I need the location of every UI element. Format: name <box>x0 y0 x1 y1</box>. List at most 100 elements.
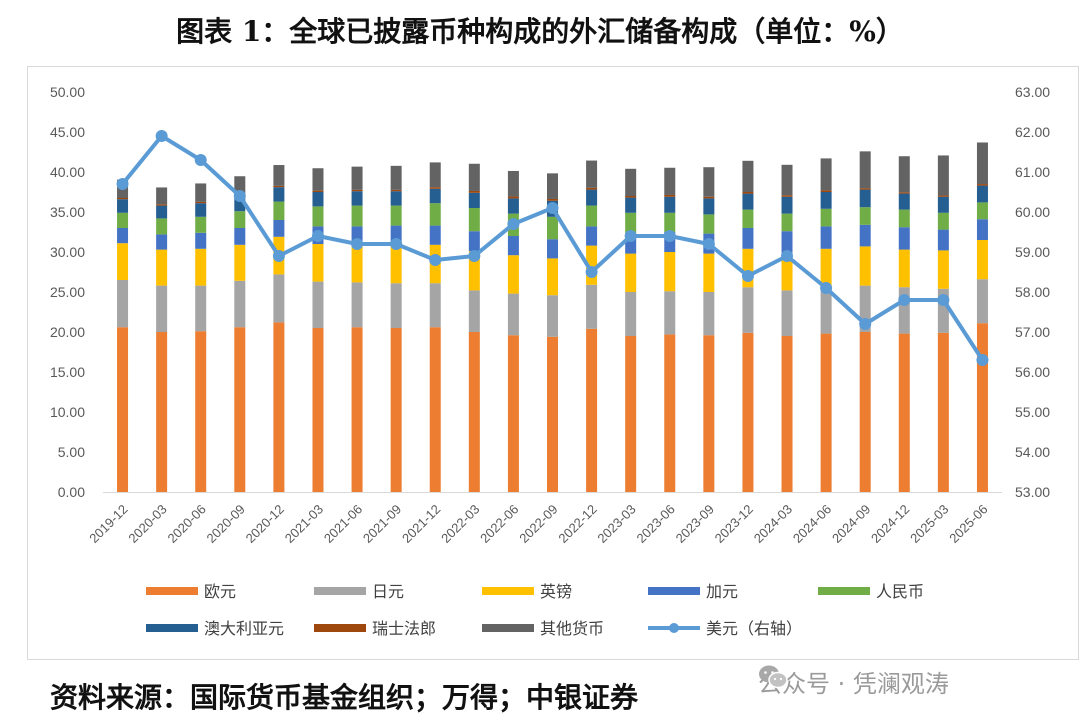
bar-segment <box>976 240 988 280</box>
bar-segment <box>937 250 949 289</box>
bar-segment <box>586 328 598 492</box>
bar-segment <box>312 244 324 282</box>
usd-point <box>194 154 207 166</box>
usd-point <box>781 250 794 262</box>
x-tick-label: 2020-12 <box>243 502 287 546</box>
bar-segment <box>781 213 793 232</box>
bar-segment <box>195 201 207 204</box>
bar-segment <box>937 155 949 196</box>
y2-tick-label: 56.00 <box>1015 364 1050 380</box>
bar-segment <box>273 322 285 492</box>
bar-segment <box>781 252 793 291</box>
bar-segment <box>703 292 715 336</box>
bar-segment <box>547 198 558 201</box>
bar-segment <box>820 333 832 492</box>
legend-swatch <box>314 624 366 632</box>
bar-segment <box>234 280 246 328</box>
x-tick-label: 2021-03 <box>282 502 326 546</box>
legend-swatch <box>314 587 366 595</box>
y-tick-label: 45.00 <box>50 124 85 140</box>
legend-label: 英镑 <box>540 582 572 601</box>
x-tick-label: 2020-03 <box>125 502 169 546</box>
bar-segment <box>429 162 441 188</box>
bar-segment <box>273 274 285 323</box>
y-tick-label: 30.00 <box>50 244 85 260</box>
bar-segment <box>898 287 910 334</box>
bar-segment <box>312 192 324 207</box>
bar-segment <box>937 195 949 197</box>
bar-segment <box>742 332 754 492</box>
bar-segment <box>976 184 988 186</box>
bar-segment <box>625 233 637 254</box>
usd-point <box>272 250 285 262</box>
bar-segment <box>468 290 480 332</box>
bar-segment <box>586 189 598 206</box>
legend-swatch <box>482 624 534 632</box>
x-tick-label: 2023-12 <box>712 502 756 546</box>
bar-segment <box>976 323 988 492</box>
bar-segment <box>859 207 871 225</box>
bar-segment <box>195 232 207 249</box>
bar-segment <box>195 203 207 217</box>
usd-point <box>507 218 520 230</box>
x-tick-label: 2024-03 <box>751 502 795 546</box>
usd-point <box>311 230 324 242</box>
bar-segment <box>859 285 871 332</box>
bar-segment <box>586 205 598 227</box>
bar-segment <box>664 291 676 335</box>
x-tick-label: 2019-12 <box>86 502 130 546</box>
bar-segment <box>507 196 519 199</box>
bar-segment <box>820 248 832 288</box>
x-tick-label: 2020-09 <box>204 502 248 546</box>
bar-segment <box>468 192 480 208</box>
legend-label: 人民币 <box>876 582 924 601</box>
y2-tick-label: 61.00 <box>1015 164 1050 180</box>
bar-segment <box>781 290 793 336</box>
y-tick-label: 50.00 <box>50 84 85 100</box>
bar-segment <box>195 216 207 233</box>
bar-segment <box>898 193 910 210</box>
bar-segment <box>898 209 910 228</box>
bar-segment <box>859 151 871 189</box>
bar-segment <box>156 205 168 219</box>
bar-segment <box>351 282 363 328</box>
usd-point <box>859 318 872 330</box>
bar-segment <box>703 335 715 492</box>
bar-segment <box>195 285 207 332</box>
bar-segment <box>781 231 793 253</box>
usd-point <box>585 266 598 278</box>
x-tick-label: 2023-06 <box>634 502 678 546</box>
bar-segment <box>820 226 832 249</box>
bar-segment <box>195 331 207 492</box>
bar-segment <box>781 164 793 196</box>
y2-tick-label: 62.00 <box>1015 124 1050 140</box>
usd-point <box>116 178 129 190</box>
x-tick-label: 2021-06 <box>321 502 365 546</box>
x-tick-label: 2020-06 <box>164 502 208 546</box>
bar-segment <box>351 327 363 492</box>
bar-segment <box>820 208 832 227</box>
bar-segment <box>507 170 519 197</box>
bar-segment <box>937 196 949 213</box>
bar-segment <box>625 292 637 336</box>
bar-segment <box>273 187 285 202</box>
bar-segment <box>703 214 715 234</box>
bar-segment <box>586 160 598 188</box>
x-tick-label: 2024-06 <box>790 502 834 546</box>
bar-segment <box>976 142 988 185</box>
bar-segment <box>937 212 949 230</box>
usd-point <box>702 238 715 250</box>
bar-segment <box>507 236 519 256</box>
bar-segment <box>429 225 441 245</box>
legend-label: 加元 <box>706 582 738 601</box>
bar-segment <box>117 212 129 228</box>
bar-segment <box>820 192 832 209</box>
bar-segment <box>625 336 637 492</box>
bar-segment <box>976 202 988 220</box>
bar-segment <box>703 253 715 292</box>
chart-frame: 0.00 5.00 10.00 15.00 20.00 25.00 30.00 35.00 40… <box>27 66 1079 660</box>
bar-segment <box>547 295 558 337</box>
bar-segment <box>390 165 402 190</box>
bar-segment <box>586 187 598 190</box>
source-note: 资料来源：国际货币基金组织；万得；中银证券 <box>50 681 639 714</box>
